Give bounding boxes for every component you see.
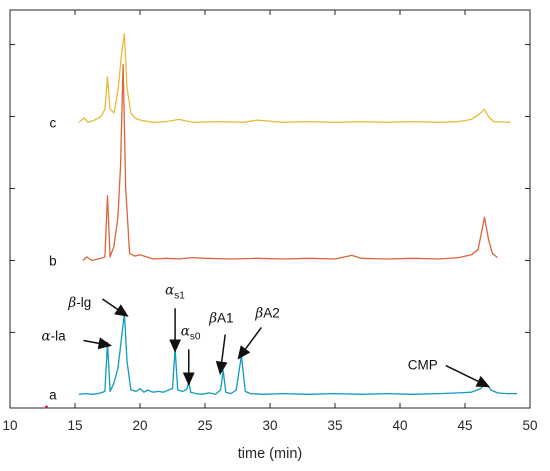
x-tick-label: 30 [262, 418, 277, 433]
annotation-text: -lg [76, 295, 91, 310]
annotation-arrow-cmp [445, 364, 491, 388]
annotation-label-alpha-s1: αs1 [165, 282, 185, 301]
series-line-a [78, 312, 517, 395]
trace-label-c: c [50, 115, 57, 130]
x-tick-label: 45 [457, 418, 472, 433]
x-tick-label: 10 [2, 418, 17, 433]
annotation-text: -la [51, 329, 66, 344]
annotation-greek: α [42, 329, 51, 345]
x-tick-label: 40 [392, 418, 407, 433]
annotation-greek: β [208, 311, 217, 327]
annotation-greek: β [254, 305, 263, 321]
annotation-arrow-beta-lg [101, 298, 129, 317]
annotation-label-beta-a1: βA1 [208, 311, 233, 327]
plot-frame [9, 9, 531, 409]
annotation-label-beta-a2: βA2 [254, 305, 279, 321]
annotation-text: A1 [217, 311, 234, 326]
x-tick-label: 25 [197, 418, 212, 433]
annotation-greek: α [165, 282, 174, 298]
annotation-arrow-beta-a1 [215, 334, 228, 376]
annotation-arrow-beta-a2 [237, 327, 263, 360]
annotation-label-cmp: CMP [408, 358, 438, 373]
annotation-text: CMP [408, 358, 438, 373]
annotation-subscript: s0 [190, 331, 201, 342]
annotation-label-alpha-s0: αs0 [181, 323, 201, 342]
x-tick-label: 35 [327, 418, 342, 433]
axis-marker-dot [44, 405, 48, 409]
annotation-subscript: s1 [174, 290, 185, 301]
trace-label-a: a [49, 387, 57, 402]
annotation-label-beta-lg: β-lg [67, 295, 91, 311]
x-tick-label: 15 [67, 418, 82, 433]
annotation-greek: α [181, 323, 190, 339]
annotation-greek: β [67, 295, 76, 311]
x-tick-label: 50 [522, 418, 537, 433]
x-tick-label: 20 [132, 418, 147, 433]
series-line-c [78, 33, 511, 123]
annotation-text: A2 [263, 305, 280, 320]
annotation-arrow-alpha-la [83, 337, 112, 350]
x-axis-title: time (min) [238, 446, 302, 462]
trace-label-b: b [49, 253, 57, 268]
series-line-b [82, 64, 498, 262]
annotation-label-alpha-la: α-la [42, 329, 67, 345]
